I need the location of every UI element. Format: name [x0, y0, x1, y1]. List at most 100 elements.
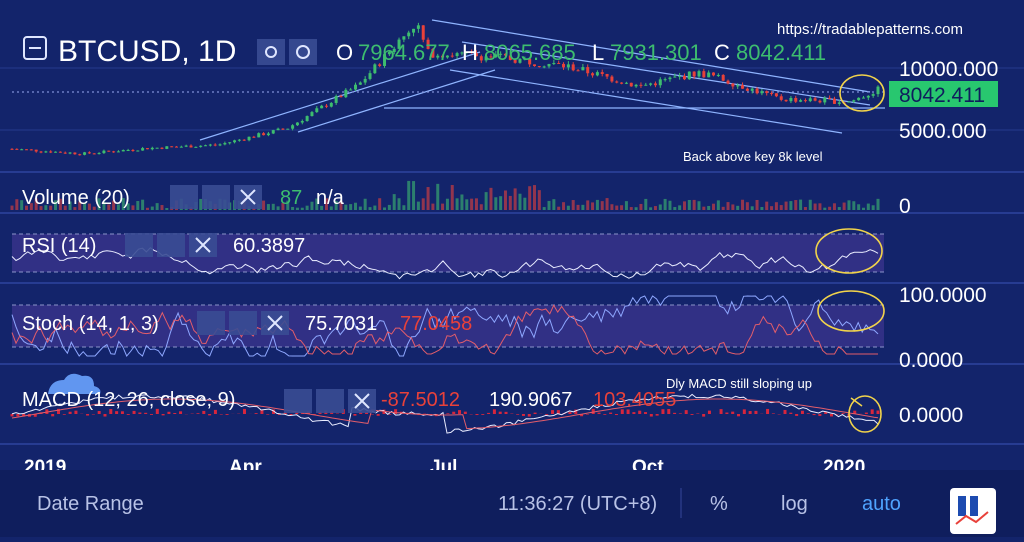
- volume-bar: [688, 200, 691, 210]
- stoch-axis-bottom: 0.0000: [899, 349, 963, 372]
- candle-body: [727, 81, 730, 84]
- watermark: https://tradablepatterns.com: [777, 21, 963, 38]
- macd-hist-bar: [830, 414, 833, 416]
- candle-body: [180, 147, 183, 148]
- stoch-eye-icon[interactable]: [197, 311, 225, 335]
- candle-body: [722, 75, 725, 81]
- rsi-eye-icon[interactable]: [125, 233, 153, 257]
- candle-body: [707, 73, 710, 78]
- candle-body: [112, 151, 115, 152]
- ohlc-open-label: O: [336, 40, 353, 65]
- log-toggle[interactable]: log: [781, 493, 808, 515]
- volume-bar: [756, 200, 759, 210]
- gear-icon[interactable]: [289, 39, 317, 65]
- macd-hist-bar: [795, 414, 798, 416]
- macd-hist-bar: [754, 411, 757, 414]
- volume-bar: [673, 207, 676, 210]
- date-range-button[interactable]: Date Range: [37, 493, 144, 515]
- volume-bar: [785, 202, 788, 210]
- candle-body: [857, 98, 860, 100]
- candle-body: [785, 100, 788, 101]
- eye-icon[interactable]: [257, 39, 285, 65]
- candle-body: [688, 72, 691, 80]
- candle-body: [833, 99, 836, 104]
- candle-body: [572, 64, 575, 70]
- macd-hist-bar: [534, 413, 537, 414]
- macd-hist-bar: [656, 414, 659, 416]
- volume-bar: [310, 202, 313, 210]
- volume-bar: [610, 204, 613, 210]
- ohlc-low-value: 7931.301: [610, 40, 702, 65]
- candle-body: [760, 91, 763, 93]
- candle-body: [794, 98, 797, 102]
- candle-body: [615, 81, 618, 82]
- candle-body: [620, 83, 623, 84]
- candle-body: [741, 85, 744, 88]
- candle-body: [683, 76, 686, 79]
- macd-hist-bar: [516, 414, 519, 415]
- site-logo-icon: [950, 488, 996, 534]
- candle-body: [451, 56, 454, 57]
- volume-bar: [518, 194, 521, 210]
- macd-hist-bar: [673, 413, 676, 414]
- volume-bar: [499, 196, 502, 210]
- macd-hist-bar: [63, 414, 66, 415]
- macd-hist-bar: [115, 411, 118, 414]
- volume-bar: [572, 200, 575, 210]
- macd-gear-icon[interactable]: [316, 389, 344, 413]
- candle-body: [243, 140, 246, 141]
- candle-body: [306, 116, 309, 121]
- candle-body: [852, 100, 855, 101]
- volume-bar: [814, 204, 817, 210]
- macd-hist-bar: [226, 414, 229, 415]
- candle-body: [756, 89, 759, 94]
- candle-body: [214, 145, 217, 146]
- clock-time[interactable]: 11:36:27 (UTC+8): [498, 493, 657, 515]
- volume-bar: [485, 192, 488, 210]
- candle-body: [267, 133, 270, 135]
- candle-body: [872, 94, 875, 96]
- stoch-axis-top: 100.0000: [899, 284, 987, 307]
- percent-toggle[interactable]: %: [710, 493, 728, 515]
- volume-bar: [344, 205, 347, 210]
- candle-body: [838, 102, 841, 103]
- volume-bar: [460, 194, 463, 210]
- volume-gear-icon[interactable]: [202, 185, 230, 209]
- volume-bar: [146, 208, 149, 210]
- candle-body: [407, 33, 410, 37]
- macd-hist-bar: [74, 411, 77, 414]
- volume-bar: [562, 202, 565, 210]
- candle-body: [697, 71, 700, 76]
- macd-hist-bar: [127, 414, 130, 415]
- auto-toggle[interactable]: auto: [862, 493, 901, 515]
- macd-signal-value: 103.4055: [593, 389, 676, 411]
- volume-bar: [635, 207, 638, 210]
- macd-hist-bar: [452, 412, 455, 414]
- candle-body: [64, 153, 67, 154]
- candle-body: [20, 149, 23, 150]
- volume-bar: [586, 200, 589, 210]
- candle-body: [170, 146, 173, 147]
- volume-eye-icon[interactable]: [170, 185, 198, 209]
- stoch-gear-icon[interactable]: [229, 311, 257, 335]
- macd-eye-icon[interactable]: [284, 389, 312, 413]
- volume-bar: [596, 200, 599, 210]
- candle-body: [639, 85, 642, 86]
- candle-body: [248, 137, 251, 140]
- macd-hist-bar: [446, 413, 449, 414]
- candle-body: [141, 148, 144, 150]
- volume-bar: [581, 205, 584, 210]
- macd-hist-bar: [121, 411, 124, 414]
- macd-hist-bar: [138, 413, 141, 414]
- candle-body: [93, 153, 96, 154]
- candle-body: [223, 143, 226, 144]
- volume-bar: [818, 203, 821, 210]
- macd-hist-bar: [801, 411, 804, 414]
- volume-bar: [267, 204, 270, 210]
- candle-body: [649, 83, 652, 84]
- candle-body: [25, 149, 28, 150]
- macd-hist-bar: [644, 412, 647, 414]
- candle-body: [654, 83, 657, 85]
- rsi-gear-icon[interactable]: [157, 233, 185, 257]
